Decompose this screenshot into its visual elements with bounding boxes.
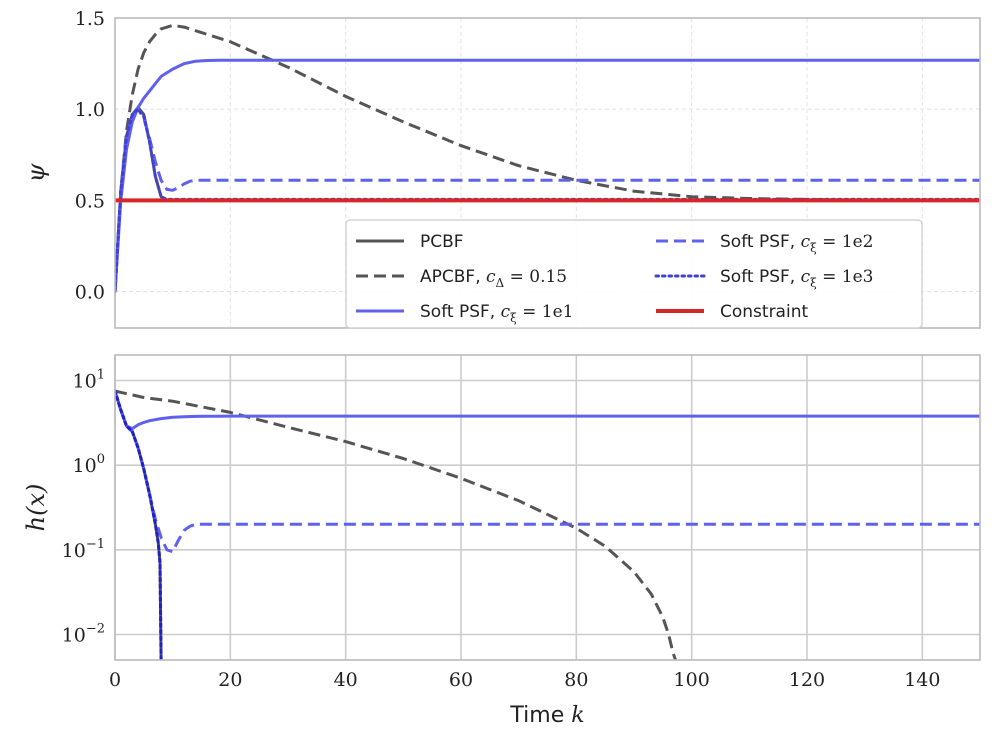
series-line-soft-psf-c-1e3 xyxy=(115,107,980,293)
bottom-panel-h: 10−2 10−1 100 101 0 20 40 60 80 100 120 140 h(x) Time… xyxy=(22,354,981,728)
series-line-pcbf xyxy=(115,390,163,660)
legend-label: PCBF xyxy=(420,232,464,252)
legend: PCBF APCBF, cΔ = 0.15 Soft PSF, cξ = 1e1 So… xyxy=(345,219,923,329)
x-tick-label: 40 xyxy=(334,669,358,691)
x-tick-label: 80 xyxy=(564,669,588,691)
series-line-apcbf-c-0-15 xyxy=(115,23,980,292)
plot-frame xyxy=(114,354,981,661)
x-tick-label: 0 xyxy=(109,669,121,691)
y-axis-label: h(x) xyxy=(22,484,50,532)
series-line-soft-psf-c-1e3 xyxy=(115,389,163,660)
legend-label: APCBF, cΔ = 0.15 xyxy=(420,267,567,290)
y-tick-label: 0.5 xyxy=(75,190,105,212)
x-tick-label: 100 xyxy=(674,669,710,691)
series-line-soft-psf-c-1e1 xyxy=(115,390,980,431)
x-tick-label: 60 xyxy=(449,669,473,691)
legend-label: Soft PSF, cξ = 1e1 xyxy=(420,302,573,325)
y-tick-label: 1.5 xyxy=(75,8,105,30)
y-axis-label: ψ xyxy=(22,162,50,182)
x-tick-label: 140 xyxy=(904,669,940,691)
y-tick-label: 10−2 xyxy=(62,622,105,647)
x-tick-label: 120 xyxy=(789,669,825,691)
y-tick-label: 101 xyxy=(73,367,105,392)
y-tick-label: 100 xyxy=(73,452,105,477)
legend-label: Soft PSF, cξ = 1e3 xyxy=(720,267,873,290)
series-line-apcbf-c-0-15 xyxy=(115,389,677,660)
legend-label: Soft PSF, cξ = 1e2 xyxy=(720,232,873,255)
y-tick-label: 1.0 xyxy=(75,99,105,121)
x-tick-label: 20 xyxy=(218,669,242,691)
x-axis-label: Time k xyxy=(509,703,584,728)
y-tick-label: 10−1 xyxy=(62,537,105,562)
legend-label: Constraint xyxy=(720,302,808,322)
y-tick-label: 0.0 xyxy=(75,282,105,304)
series-line-soft-psf-c-1e1 xyxy=(115,58,980,292)
top-panel-psi: 0.0 0.5 1.0 1.5 ψ PCBF APCBF, cΔ = 0.15 Soft PS… xyxy=(22,8,981,329)
